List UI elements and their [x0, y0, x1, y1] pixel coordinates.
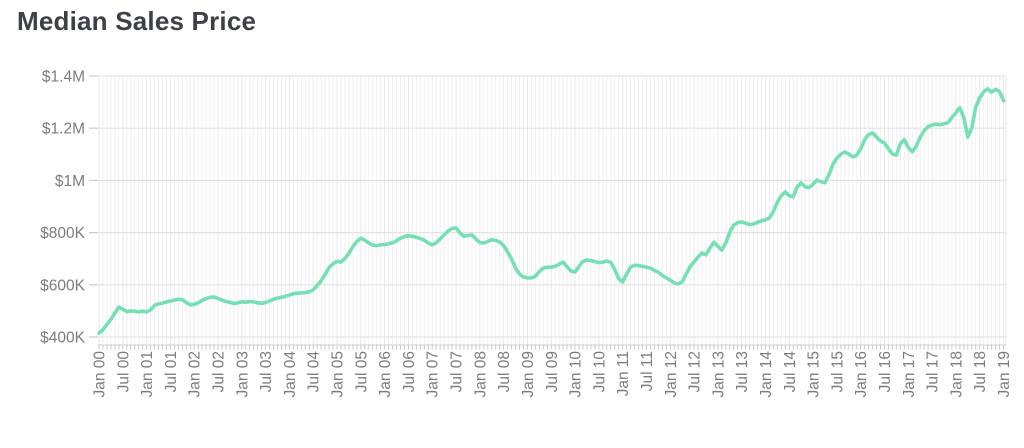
x-axis-label: Jan 16: [853, 351, 870, 398]
x-axis-label: Jul 12: [687, 351, 704, 392]
x-axis-label: Jul 13: [734, 351, 751, 392]
y-axis-label: $1.2M: [42, 121, 85, 138]
x-axis-label: Jul 09: [544, 351, 561, 392]
x-axis-label: Jul 03: [258, 351, 275, 392]
x-axis-label: Jul 01: [163, 351, 180, 392]
x-axis-label: Jul 15: [829, 351, 846, 392]
x-axis: Jan 00 Jul 00 Jan 01 Jul 01 Jan 02 Jul 02 Jan …: [92, 344, 1013, 398]
x-axis-label: Jan 11: [615, 351, 632, 396]
x-axis-label: Jul 14: [782, 351, 799, 393]
x-axis-label: Jul 05: [353, 351, 370, 392]
x-axis-label: Jul 11: [639, 351, 656, 391]
x-axis-label: Jan 08: [472, 351, 489, 398]
x-axis-label: Jul 18: [972, 351, 989, 392]
x-axis-label: Jul 00: [115, 351, 132, 393]
y-axis-label: $1M: [55, 173, 85, 190]
x-axis-label: Jan 19: [996, 351, 1013, 398]
x-axis-label: Jul 16: [877, 351, 894, 392]
x-axis-label: Jul 06: [401, 351, 418, 392]
price-line[interactable]: [97, 87, 1006, 335]
x-axis-label: Jul 07: [449, 351, 466, 392]
x-axis-label: Jul 08: [496, 351, 513, 392]
vertical-gridlines: [98, 76, 1007, 345]
x-axis-label: Jan 04: [282, 351, 299, 398]
x-axis-label: Jan 12: [663, 351, 680, 398]
x-axis-label: Jan 03: [234, 351, 251, 398]
x-axis-label: Jul 17: [925, 351, 942, 392]
x-axis-label: Jul 10: [591, 351, 608, 393]
x-axis-label: Jul 02: [211, 351, 228, 392]
x-axis-label: Jan 00: [92, 351, 109, 398]
y-axis-label: $1.4M: [42, 69, 85, 86]
y-axis: $400K $600K $800K $1M $1.2M $1.4M: [40, 69, 1006, 347]
x-axis-label: Jan 10: [568, 351, 585, 398]
y-axis-label: $800K: [40, 225, 85, 242]
chart-title: Median Sales Price: [17, 6, 257, 36]
x-axis-label: Jan 17: [901, 351, 918, 398]
x-axis-label: Jan 02: [187, 351, 204, 398]
x-axis-label: Jan 13: [710, 351, 727, 398]
y-axis-label: $400K: [40, 330, 85, 347]
x-axis-label: Jul 04: [306, 351, 323, 393]
x-axis-label: Jan 15: [806, 351, 823, 398]
x-axis-label: Jan 06: [377, 351, 394, 398]
x-axis-label: Jan 09: [520, 351, 537, 398]
x-axis-label: Jan 18: [948, 351, 965, 398]
y-axis-label: $600K: [40, 277, 85, 294]
x-axis-label: Jan 05: [330, 351, 347, 398]
x-axis-label: Jan 07: [425, 351, 442, 398]
x-axis-label: Jan 14: [758, 351, 775, 398]
x-axis-label: Jan 01: [139, 351, 156, 398]
